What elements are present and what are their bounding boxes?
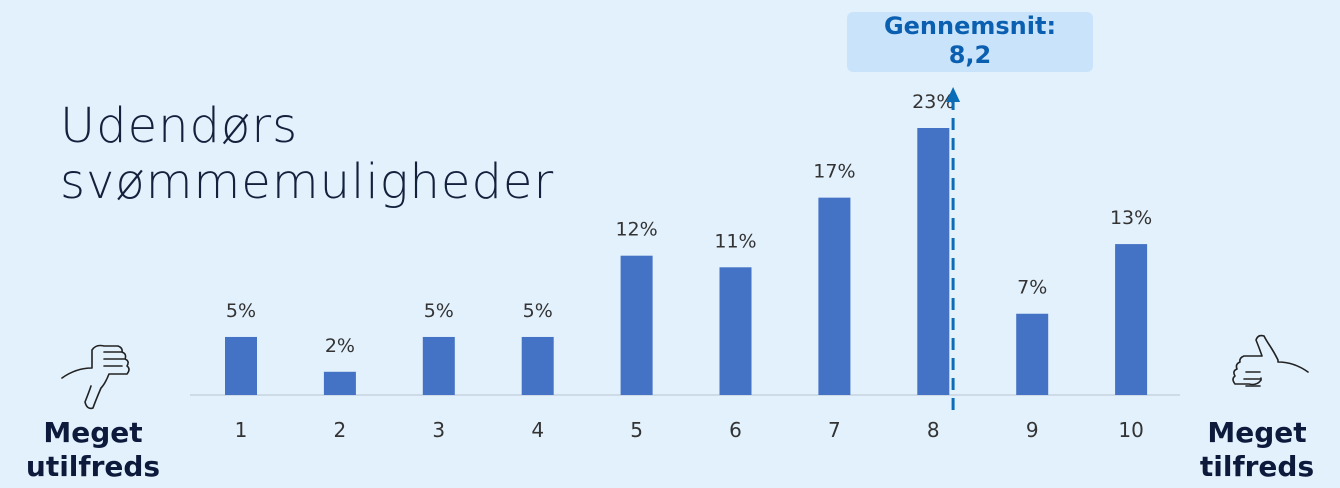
x-tick-label: 4	[531, 418, 544, 442]
value-label: 2%	[325, 335, 355, 357]
value-label: 12%	[615, 219, 657, 241]
value-label: 13%	[1110, 207, 1152, 229]
average-arrowhead	[946, 87, 961, 102]
x-tick-label: 9	[1026, 418, 1039, 442]
bar	[620, 255, 653, 395]
x-tick-label: 3	[432, 418, 445, 442]
bar	[521, 336, 554, 395]
x-tick-label: 2	[334, 418, 347, 442]
value-label: 5%	[424, 300, 454, 322]
average-value: 8,2	[948, 41, 992, 69]
x-tick-label: 1	[235, 418, 248, 442]
bar	[225, 336, 257, 395]
thumb-up-icon	[1232, 334, 1309, 387]
value-label: 23%	[912, 91, 954, 113]
x-tick-label: 10	[1118, 418, 1143, 442]
value-label: 5%	[523, 300, 553, 322]
value-label: 5%	[226, 300, 256, 322]
x-tick-label: 6	[729, 418, 742, 442]
bar	[1115, 244, 1148, 395]
right-end-label: Meget tilfreds	[1199, 416, 1315, 483]
x-tick-label: 5	[630, 418, 643, 442]
left-end-label: Meget utilfreds	[25, 416, 161, 483]
average-box: Gennemsnit: 8,2	[847, 12, 1093, 72]
bar	[719, 267, 752, 395]
value-label: 17%	[813, 161, 855, 183]
average-text: Gennemsnit:	[883, 12, 1057, 40]
value-label: 7%	[1017, 277, 1047, 299]
x-tick-label: 7	[828, 418, 841, 442]
bar	[917, 128, 950, 395]
bar	[818, 197, 851, 395]
chart-title: Udendørs svømmemuligheder	[60, 98, 555, 210]
bar	[1016, 313, 1049, 395]
value-label: 11%	[714, 230, 756, 252]
bar	[323, 371, 356, 395]
bar	[422, 336, 455, 395]
thumb-down-icon	[61, 344, 130, 410]
x-tick-label: 8	[927, 418, 940, 442]
